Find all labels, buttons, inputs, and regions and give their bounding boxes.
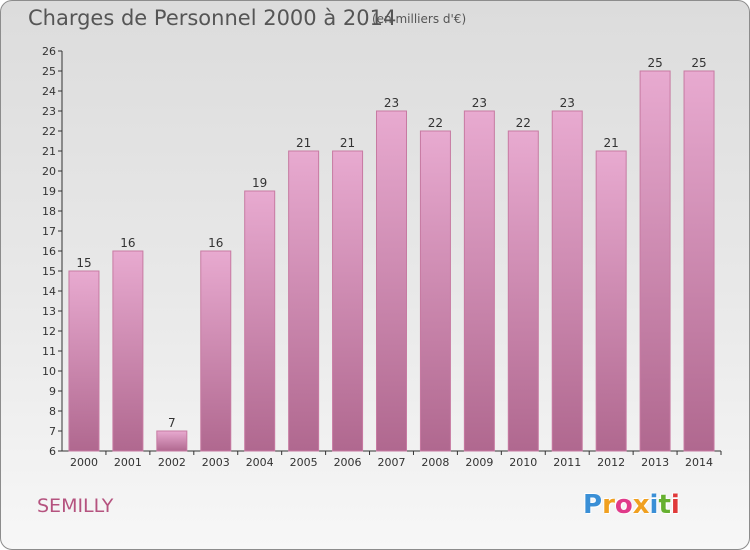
y-tick-label: 20 bbox=[42, 165, 56, 178]
y-tick-label: 23 bbox=[42, 105, 56, 118]
y-tick-label: 17 bbox=[42, 225, 56, 238]
x-tick-label: 2009 bbox=[465, 456, 493, 469]
y-tick-label: 15 bbox=[42, 265, 56, 278]
y-tick-label: 6 bbox=[49, 445, 56, 458]
y-tick-label: 19 bbox=[42, 185, 56, 198]
bar-2005 bbox=[288, 150, 320, 452]
y-tick-label: 10 bbox=[42, 365, 56, 378]
commune-name: SEMILLY bbox=[37, 495, 114, 517]
data-label-2013: 25 bbox=[647, 56, 662, 70]
chart-unit: (en milliers d'€) bbox=[372, 12, 467, 26]
x-tick-label: 2004 bbox=[246, 456, 274, 469]
data-label-2000: 15 bbox=[76, 256, 91, 270]
x-tick-label: 2002 bbox=[158, 456, 186, 469]
bar-2007 bbox=[376, 110, 407, 452]
bar-2003 bbox=[200, 250, 232, 452]
x-tick-label: 2007 bbox=[378, 456, 406, 469]
logo-letter: i bbox=[649, 490, 659, 520]
bar-2002 bbox=[156, 430, 188, 452]
y-tick-label: 16 bbox=[42, 245, 56, 258]
logo-letter: r bbox=[602, 490, 615, 520]
x-tick-label: 2012 bbox=[597, 456, 625, 469]
y-tick-label: 25 bbox=[42, 65, 56, 78]
data-label-2009: 23 bbox=[472, 96, 487, 110]
bar-2012 bbox=[595, 150, 627, 452]
bar-2000 bbox=[68, 270, 100, 452]
y-tick-label: 26 bbox=[42, 45, 56, 58]
x-tick-label: 2014 bbox=[685, 456, 713, 469]
x-axis: 2000 2001 2002 2003 2004 2005 2006 2007 2008 2009… bbox=[62, 450, 722, 469]
logo-letter: i bbox=[670, 490, 680, 520]
bar-2009 bbox=[463, 110, 495, 452]
x-tick-label: 2008 bbox=[421, 456, 449, 469]
bars: 15 16 7 16 19 21 21 23 22 23 22 23 21 25 25 bbox=[68, 56, 715, 452]
logo-letter: t bbox=[658, 490, 671, 520]
bar-2010 bbox=[507, 130, 539, 452]
data-label-2010: 22 bbox=[516, 116, 531, 130]
bar-2013 bbox=[639, 70, 671, 452]
y-tick-label: 9 bbox=[49, 385, 56, 398]
logo-letter: o bbox=[614, 490, 633, 520]
y-tick-label: 11 bbox=[42, 345, 56, 358]
data-label-2001: 16 bbox=[120, 236, 135, 250]
x-tick-label: 2011 bbox=[553, 456, 581, 469]
y-tick-label: 7 bbox=[49, 425, 56, 438]
y-axis: 6 7 8 9 10 11 12 13 14 15 16 17 18 19 20 21 22 23 24 25 26 bbox=[42, 45, 63, 458]
y-tick-label: 18 bbox=[42, 205, 56, 218]
bar-2014 bbox=[683, 70, 715, 452]
data-label-2005: 21 bbox=[296, 136, 311, 150]
y-tick-label: 24 bbox=[42, 85, 56, 98]
data-label-2006: 21 bbox=[340, 136, 355, 150]
data-label-2012: 21 bbox=[604, 136, 619, 150]
logo-letter: x bbox=[632, 490, 650, 520]
data-label-2004: 19 bbox=[252, 176, 267, 190]
bar-2001 bbox=[112, 250, 144, 452]
bar-2011 bbox=[551, 110, 583, 452]
chart-title: Charges de Personnel 2000 à 2014 bbox=[28, 6, 397, 30]
data-label-2011: 23 bbox=[560, 96, 575, 110]
y-tick-label: 12 bbox=[42, 325, 56, 338]
x-tick-label: 2000 bbox=[70, 456, 98, 469]
y-tick-label: 14 bbox=[42, 285, 56, 298]
data-label-2007: 23 bbox=[384, 96, 399, 110]
data-label-2003: 16 bbox=[208, 236, 223, 250]
x-tick-label: 2006 bbox=[334, 456, 362, 469]
data-label-2014: 25 bbox=[691, 56, 706, 70]
bar-2006 bbox=[332, 150, 364, 452]
y-tick-label: 13 bbox=[42, 305, 56, 318]
y-tick-label: 21 bbox=[42, 145, 56, 158]
x-tick-label: 2003 bbox=[202, 456, 230, 469]
x-tick-label: 2013 bbox=[641, 456, 669, 469]
bar-2008 bbox=[419, 130, 451, 452]
x-tick-label: 2005 bbox=[290, 456, 318, 469]
proxiti-logo[interactable]: Proxiti bbox=[583, 490, 680, 520]
data-label-2008: 22 bbox=[428, 116, 443, 130]
logo-letter: P bbox=[583, 490, 603, 520]
bar-2004 bbox=[244, 190, 276, 452]
y-tick-label: 8 bbox=[49, 405, 56, 418]
x-tick-label: 2001 bbox=[114, 456, 142, 469]
data-label-2002: 7 bbox=[168, 416, 176, 430]
x-tick-label: 2010 bbox=[509, 456, 537, 469]
y-tick-label: 22 bbox=[42, 125, 56, 138]
